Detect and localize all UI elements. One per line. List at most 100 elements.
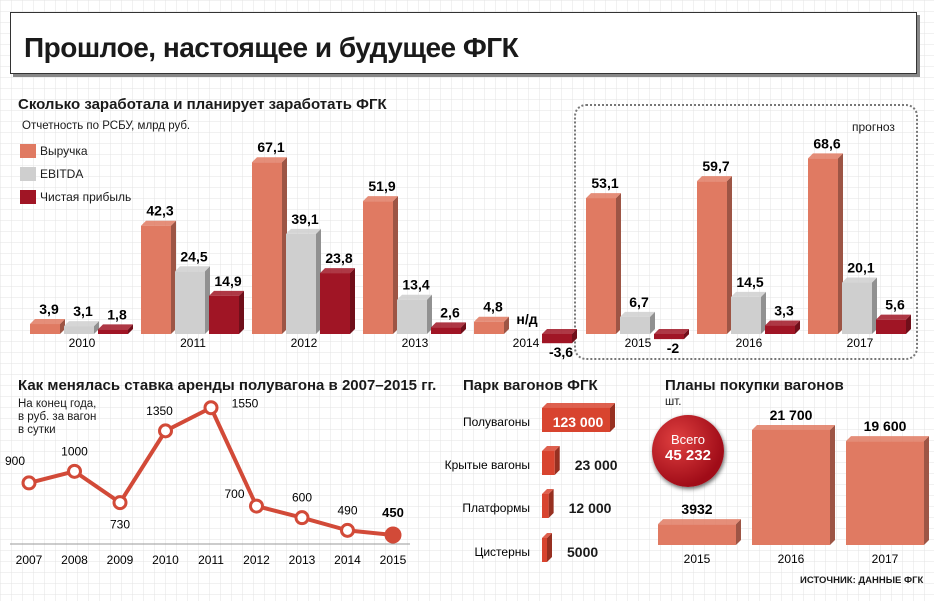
revenue-bar: [697, 181, 727, 334]
revenue-year-label: 2017: [847, 336, 874, 350]
fleet-value-label: 12 000: [569, 500, 612, 516]
revenue-bar-side: [350, 268, 355, 334]
fleet-chart: Полувагоны 123 000 Крытые вагоны 23 000 Плат…: [445, 403, 618, 562]
revenue-data-label: 39,1: [291, 211, 318, 227]
revenue-bar: [286, 233, 316, 334]
fleet-bar-top: [542, 489, 554, 494]
revenue-bar: [765, 325, 795, 334]
revenue-data-label: 3,9: [39, 301, 59, 317]
revenue-data-label: н/д: [516, 311, 537, 327]
rent-point: [384, 526, 402, 544]
revenue-bar-side: [393, 196, 398, 334]
legend-ebitda-swatch: [20, 167, 36, 181]
revenue-bar-side: [616, 193, 621, 334]
purchase-bar-top: [658, 519, 741, 525]
fleet-value-label: 5000: [567, 544, 598, 560]
revenue-bar: [731, 296, 761, 334]
revenue-data-label: 42,3: [146, 203, 173, 219]
revenue-bar: [320, 273, 350, 334]
rent-data-label: 1000: [61, 444, 88, 458]
revenue-bar-side: [761, 291, 766, 334]
rent-section-title: Как менялась ставка аренды полувагона в …: [18, 377, 437, 394]
revenue-bar-side: [282, 157, 287, 334]
revenue-bar: [141, 225, 171, 334]
fleet-bar-top: [542, 446, 560, 451]
revenue-bar-top: [842, 277, 877, 283]
legend-profit-swatch: [20, 190, 36, 204]
revenue-bar: [397, 299, 427, 334]
revenue-bar: [654, 334, 684, 340]
total-purchase-label: Всего: [670, 432, 706, 447]
fleet-category-label: Цистерны: [474, 545, 530, 559]
revenue-bar-top: [654, 329, 689, 334]
revenue-data-label: 59,7: [702, 158, 729, 174]
revenue-data-label: 20,1: [847, 260, 874, 276]
rent-data-label: 700: [224, 487, 244, 501]
revenue-bar-top: [474, 316, 509, 322]
rent-year-label: 2015: [380, 553, 407, 567]
rent-data-label: 1350: [146, 404, 173, 418]
rent-year-label: 2014: [334, 553, 361, 567]
revenue-data-label: -3,6: [549, 344, 573, 360]
fleet-value-label: 23 000: [575, 457, 618, 473]
revenue-bar-top: [98, 324, 133, 330]
rent-data-label: 1550: [232, 397, 259, 411]
total-purchase-badge: Всего 45 232: [652, 415, 724, 487]
rent-year-label: 2009: [107, 553, 134, 567]
revenue-year-label: 2015: [625, 336, 652, 350]
revenue-data-label: -2: [667, 340, 680, 356]
revenue-bar: [431, 327, 461, 334]
purchase-bar-side: [736, 519, 741, 545]
revenue-year-label: 2016: [736, 336, 763, 350]
revenue-bar-side: [906, 314, 911, 334]
fleet-category-label: Платформы: [462, 501, 530, 515]
purchase-value-label: 21 700: [770, 407, 813, 423]
purchase-bar-top: [752, 425, 835, 430]
forecast-label: прогноз: [852, 120, 895, 134]
rent-point: [21, 475, 37, 491]
revenue-bar-top: [431, 322, 466, 328]
revenue-bar-top: [209, 290, 244, 296]
revenue-bar: [474, 321, 504, 334]
revenue-bar: [209, 295, 239, 334]
fleet-section-title: Парк вагонов ФГК: [463, 377, 598, 394]
purchase-bar: [846, 441, 924, 545]
rent-note-line-2: в руб. за вагон: [18, 411, 97, 423]
revenue-bar-top: [731, 291, 766, 297]
rent-year-label: 2008: [61, 553, 88, 567]
rent-point: [249, 498, 264, 514]
purchase-value-label: 3932: [681, 501, 712, 517]
revenue-bar-side: [572, 329, 577, 344]
revenue-bar-top: [175, 266, 210, 272]
revenue-bar-side: [171, 220, 176, 334]
revenue-bar-side: [128, 324, 133, 334]
forecast-frame: [574, 104, 918, 360]
revenue-bar: [64, 326, 94, 334]
rent-section-note: На конец года, в руб. за вагон в сутки: [18, 398, 96, 437]
legend-profit-label: Чистая прибыль: [40, 190, 132, 204]
rent-data-label: 490: [337, 503, 357, 517]
rent-data-label: 900: [5, 454, 25, 468]
rent-data-label: 600: [292, 491, 312, 505]
revenue-bar-side: [205, 266, 210, 334]
revenue-bar-top: [64, 321, 99, 327]
revenue-bar-top: [697, 176, 732, 182]
revenue-bar-side: [504, 316, 509, 334]
total-purchase-value: 45 232: [665, 447, 711, 464]
source-note: ИСТОЧНИК: ДАННЫЕ ФГК: [800, 575, 924, 586]
revenue-bar-side: [427, 294, 432, 334]
revenue-data-label: 14,5: [736, 274, 763, 290]
revenue-data-label: 68,6: [813, 135, 840, 151]
revenue-bar: [808, 158, 838, 334]
revenue-bar: [542, 334, 572, 344]
revenue-section-subtitle: Отчетность по РСБУ, млрд руб.: [22, 120, 191, 132]
revenue-section-title: Сколько заработала и планирует заработат…: [18, 96, 387, 113]
legend-revenue-label: Выручка: [40, 144, 88, 158]
rent-year-label: 2013: [289, 553, 316, 567]
fleet-value-label: 123 000: [553, 414, 604, 430]
purchase-bar-side: [924, 436, 929, 545]
revenue-bar: [175, 271, 205, 334]
revenue-bar: [363, 201, 393, 334]
revenue-year-label: 2011: [180, 336, 206, 350]
rent-point: [203, 400, 219, 416]
